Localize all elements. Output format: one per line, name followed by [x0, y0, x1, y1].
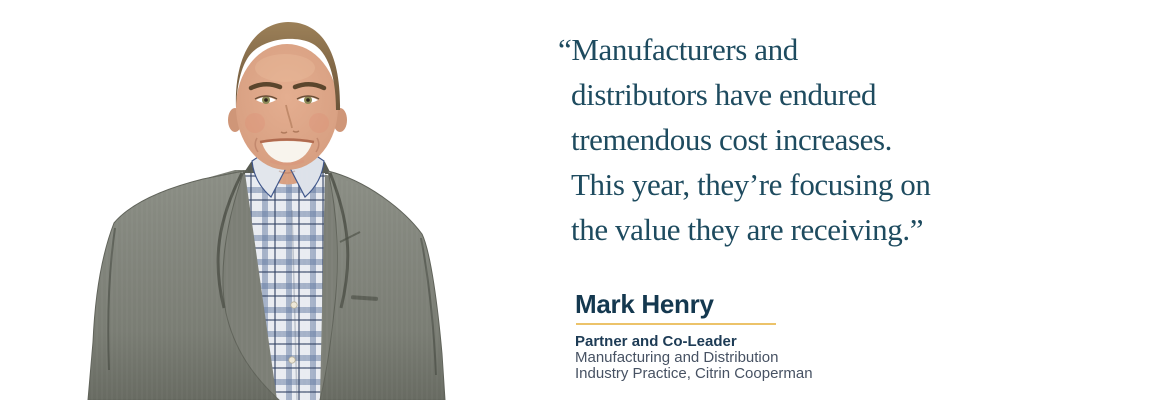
quote-line: This year, they’re focusing on: [571, 167, 931, 202]
hair: [235, 22, 341, 110]
attribution-block: Mark Henry Partner and Co-Leader Manufac…: [575, 290, 995, 382]
person-org-line1: Manufacturing and Distribution: [575, 349, 779, 366]
smile: [262, 141, 312, 163]
person-title: Partner and Co-Leader: [575, 333, 737, 350]
quote-line: distributors have endured: [571, 77, 877, 112]
pull-quote: “Manufacturers and distributors have end…: [558, 27, 1131, 252]
gold-divider: [576, 323, 776, 325]
quote-line: the value they are receiving.”: [571, 212, 924, 247]
person-name: Mark Henry: [575, 289, 714, 319]
quote-line: “Manufacturers and: [558, 32, 798, 67]
quote-line: tremendous cost increases.: [571, 122, 893, 157]
portrait-photo: [87, 22, 446, 400]
person-org-line2: Industry Practice, Citrin Cooperman: [575, 365, 813, 383]
